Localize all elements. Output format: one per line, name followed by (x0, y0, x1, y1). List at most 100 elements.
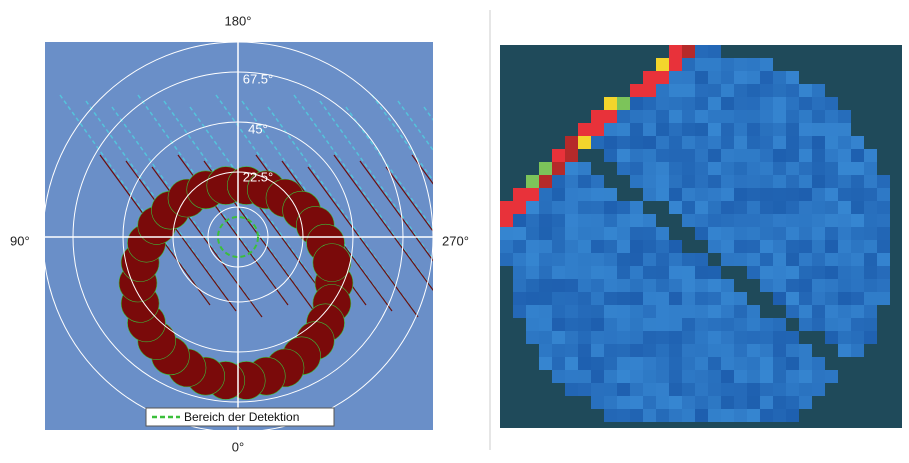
heat-cell (864, 188, 877, 201)
heat-cell (604, 188, 617, 201)
heat-cell (578, 305, 591, 318)
heat-cell (851, 227, 864, 240)
heat-cell (786, 331, 799, 344)
heat-cell (838, 123, 851, 136)
heat-cell (773, 149, 786, 162)
heat-cell (695, 318, 708, 331)
heat-cell (734, 227, 747, 240)
heat-cell (617, 331, 630, 344)
heat-cell (643, 175, 656, 188)
heat-cell (682, 123, 695, 136)
heat-cell (617, 97, 630, 110)
heat-cell (630, 253, 643, 266)
heat-cell (838, 136, 851, 149)
heat-cell (851, 292, 864, 305)
heat-cell (708, 409, 721, 422)
heat-cell (695, 370, 708, 383)
heat-cell (812, 201, 825, 214)
heat-cell (539, 331, 552, 344)
heat-cell (656, 97, 669, 110)
heat-cell (591, 214, 604, 227)
heat-cell (656, 357, 669, 370)
heat-cell (877, 266, 890, 279)
heat-cell (669, 396, 682, 409)
heat-cell (617, 279, 630, 292)
heat-cell (760, 175, 773, 188)
heat-cell (747, 318, 760, 331)
heat-cell (643, 136, 656, 149)
heat-cell (656, 84, 669, 97)
heat-cell (539, 318, 552, 331)
heat-cell (734, 396, 747, 409)
heat-cell (799, 292, 812, 305)
heat-cell (812, 292, 825, 305)
heat-cell (604, 136, 617, 149)
heat-cell (526, 292, 539, 305)
heat-cell (591, 136, 604, 149)
heat-cell (656, 123, 669, 136)
heat-cell (760, 370, 773, 383)
heat-cell (812, 162, 825, 175)
heat-cell (812, 253, 825, 266)
heat-cell (591, 357, 604, 370)
heat-cell (630, 123, 643, 136)
heat-cell (864, 266, 877, 279)
heat-cell (786, 279, 799, 292)
heat-cell (864, 162, 877, 175)
heat-cell (591, 240, 604, 253)
heat-cell (734, 136, 747, 149)
heat-cell (721, 175, 734, 188)
heat-cell (877, 188, 890, 201)
heat-cell (721, 240, 734, 253)
heat-cell (747, 253, 760, 266)
heat-cell (565, 201, 578, 214)
heat-cell (838, 266, 851, 279)
heat-cell (708, 227, 721, 240)
heat-cell (604, 240, 617, 253)
heat-cell (825, 149, 838, 162)
heat-cell (669, 123, 682, 136)
heat-cell (747, 383, 760, 396)
heat-cell (643, 344, 656, 357)
heat-cell (643, 110, 656, 123)
heat-cell (682, 357, 695, 370)
heat-cell (695, 175, 708, 188)
heat-cell (708, 188, 721, 201)
heat-cell (695, 214, 708, 227)
heat-cell (604, 97, 617, 110)
heat-cell (773, 396, 786, 409)
heat-cell (630, 110, 643, 123)
heat-cell (812, 136, 825, 149)
heat-cell (721, 253, 734, 266)
heat-cell (617, 396, 630, 409)
heat-cell (695, 227, 708, 240)
heat-cell (578, 175, 591, 188)
figure: 180° 0° 90° 270° 67.5° 45° 22.5° Bereich… (0, 0, 909, 458)
heat-cell (695, 396, 708, 409)
heat-cell (721, 370, 734, 383)
heat-cell (734, 84, 747, 97)
heat-cell (682, 344, 695, 357)
heat-cell (617, 149, 630, 162)
heat-cell (617, 344, 630, 357)
heat-cell (669, 97, 682, 110)
heat-cell (682, 266, 695, 279)
heat-cell (747, 123, 760, 136)
heat-cell (786, 240, 799, 253)
heat-cell (812, 266, 825, 279)
heat-cell (643, 279, 656, 292)
heat-cell (734, 240, 747, 253)
heat-cell (695, 71, 708, 84)
heat-cell (851, 305, 864, 318)
heat-cell (812, 214, 825, 227)
heat-cell (760, 396, 773, 409)
heat-cell (708, 162, 721, 175)
heat-cell (773, 97, 786, 110)
heat-cell (799, 253, 812, 266)
heat-cell (838, 253, 851, 266)
heat-cell (786, 214, 799, 227)
heat-cell (682, 110, 695, 123)
heat-cell (734, 305, 747, 318)
heat-cell (773, 84, 786, 97)
heat-cell (656, 292, 669, 305)
